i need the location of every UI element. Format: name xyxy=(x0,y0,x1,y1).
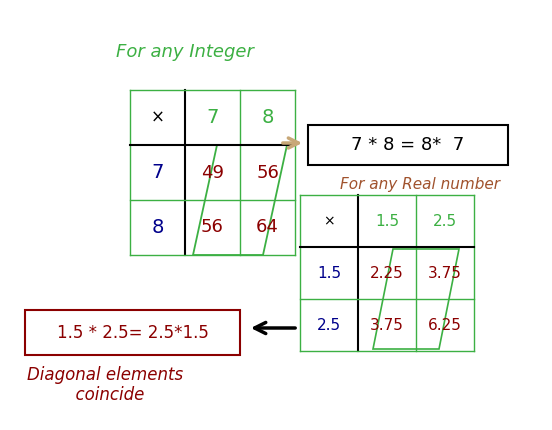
Text: 7 * 8 = 8*  7: 7 * 8 = 8* 7 xyxy=(352,136,465,154)
Text: Diagonal elements: Diagonal elements xyxy=(27,366,183,384)
Text: 8: 8 xyxy=(261,108,274,127)
Text: 8: 8 xyxy=(151,218,164,237)
Text: 56: 56 xyxy=(201,218,224,236)
Text: 3.75: 3.75 xyxy=(370,317,404,332)
Text: 7: 7 xyxy=(151,163,164,182)
Text: For any Integer: For any Integer xyxy=(116,43,254,61)
Text: 6.25: 6.25 xyxy=(428,317,462,332)
Text: 1.5: 1.5 xyxy=(317,265,341,280)
Text: coincide: coincide xyxy=(65,386,145,404)
Text: 49: 49 xyxy=(201,163,224,181)
Text: For any Real number: For any Real number xyxy=(340,178,500,193)
Text: 3.75: 3.75 xyxy=(428,265,462,280)
Text: 2.25: 2.25 xyxy=(370,265,404,280)
Bar xyxy=(25,310,240,355)
Text: 2.5: 2.5 xyxy=(317,317,341,332)
Bar xyxy=(308,125,508,165)
Text: 7: 7 xyxy=(206,108,219,127)
Text: ×: × xyxy=(323,214,335,228)
Text: 56: 56 xyxy=(256,163,279,181)
Text: 1.5: 1.5 xyxy=(375,214,399,228)
Text: 2.5: 2.5 xyxy=(433,214,457,228)
Text: ×: × xyxy=(151,108,164,126)
Text: 1.5 * 2.5= 2.5*1.5: 1.5 * 2.5= 2.5*1.5 xyxy=(57,324,209,342)
Text: 64: 64 xyxy=(256,218,279,236)
